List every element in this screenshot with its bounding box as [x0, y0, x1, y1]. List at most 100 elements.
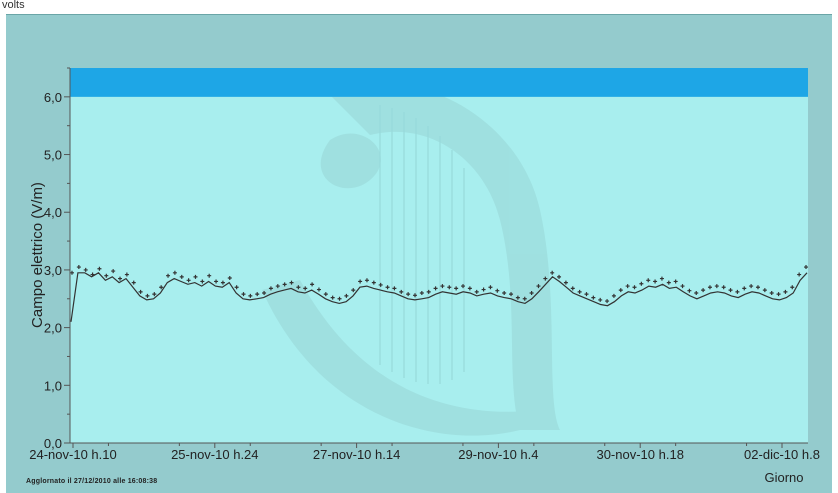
series-marker — [399, 289, 404, 294]
series-marker — [659, 276, 664, 281]
series-marker — [268, 286, 273, 291]
series-marker — [769, 291, 774, 295]
y-tick-label: 5,0 — [44, 148, 62, 163]
series-marker — [104, 273, 109, 278]
plot-area — [70, 68, 808, 443]
series-marker — [282, 282, 287, 287]
series-marker — [227, 276, 232, 280]
series-marker — [111, 269, 116, 274]
series-marker — [159, 285, 164, 290]
series-marker — [481, 287, 486, 292]
series-marker — [495, 288, 500, 293]
series-marker — [749, 284, 754, 289]
x-tick-label: 30-nov-10 h.18 — [596, 447, 683, 462]
series-marker — [214, 279, 219, 284]
series-marker — [220, 280, 225, 285]
series-marker — [358, 279, 363, 284]
series-marker — [131, 280, 136, 285]
y-tick-label: 0,0 — [44, 436, 62, 451]
series-marker — [474, 289, 479, 294]
series-marker — [577, 289, 582, 294]
series-marker — [138, 289, 143, 294]
series-marker — [653, 279, 658, 284]
series-marker — [509, 292, 514, 297]
series-marker — [598, 297, 603, 302]
x-axis-title: Giorno — [764, 470, 803, 485]
series-marker — [364, 278, 369, 283]
x-tick-label: 29-nov-10 h.4 — [458, 447, 538, 462]
series-marker — [776, 292, 781, 297]
series-marker — [783, 289, 788, 294]
series-marker — [330, 295, 335, 300]
series-marker — [536, 284, 541, 289]
series-marker — [90, 272, 95, 277]
series-marker — [385, 285, 390, 290]
series-marker — [646, 278, 651, 283]
series-marker — [193, 274, 198, 279]
series-marker — [447, 285, 452, 290]
series-marker — [172, 270, 177, 275]
series-marker — [248, 293, 253, 298]
series-marker — [275, 284, 280, 289]
limit-band — [70, 68, 808, 97]
series-marker — [584, 292, 589, 297]
series-marker — [255, 292, 260, 297]
x-tick-label: 27-nov-10 h.14 — [313, 447, 400, 462]
series-marker — [721, 285, 726, 290]
y-axis-title: Campo elettrico (V/m) — [29, 182, 46, 328]
series-marker — [502, 291, 507, 295]
y-tick-label: 4,0 — [44, 205, 62, 220]
x-ticks-group: 24-nov-10 h.10 25-nov-10 h.24 27-nov-10 h.… — [29, 443, 820, 462]
series-marker — [666, 280, 671, 285]
series-marker — [419, 291, 424, 295]
series-marker — [461, 284, 466, 289]
series-marker — [680, 284, 685, 289]
series-marker — [323, 292, 328, 297]
series-marker — [433, 286, 438, 291]
series-marker — [605, 299, 610, 304]
series-marker — [145, 293, 150, 298]
corner-label: volts — [2, 0, 25, 11]
series-marker — [186, 278, 191, 283]
series-marker — [694, 291, 699, 295]
series-marker — [152, 292, 157, 297]
series-marker — [179, 274, 184, 279]
series-marker — [728, 288, 733, 293]
y-tick-label: 6,0 — [44, 90, 62, 105]
series-marker — [515, 295, 520, 300]
series-marker — [762, 288, 767, 293]
series-marker — [550, 270, 555, 275]
series-marker — [790, 285, 795, 290]
x-tick-label: 02-dic-10 h.8 — [744, 447, 820, 462]
series-marker — [488, 285, 493, 290]
series-marker — [563, 280, 568, 285]
series-marker — [797, 272, 802, 277]
series-marker — [76, 265, 81, 270]
series-marker — [543, 276, 548, 281]
series-marker — [625, 284, 630, 289]
series-marker — [701, 288, 706, 293]
series-marker — [83, 267, 88, 272]
series-marker — [639, 281, 644, 286]
series-marker — [207, 273, 212, 278]
series-marker — [522, 296, 527, 301]
series-line — [70, 272, 808, 322]
series-marker — [316, 287, 321, 292]
series-marker — [557, 274, 562, 279]
series-marker — [467, 286, 472, 291]
series-marker — [591, 295, 596, 300]
series-marker — [262, 291, 267, 295]
series-marker — [611, 293, 616, 298]
series-marker — [687, 288, 692, 293]
series-marker — [344, 293, 349, 298]
series-marker — [714, 284, 719, 289]
series-marker — [735, 289, 740, 294]
last-updated-text: Agglornato il 27/12/2010 alle 16:08:38 — [26, 478, 158, 485]
series-marker — [118, 276, 123, 281]
x-tick-label: 25-nov-10 h.24 — [171, 447, 258, 462]
harp-watermark-icon — [262, 82, 560, 436]
series-marker — [70, 270, 74, 275]
y-ticks-group: 0,0 1,0 2,0 3,0 4,0 5,0 6,0 — [44, 67, 70, 451]
